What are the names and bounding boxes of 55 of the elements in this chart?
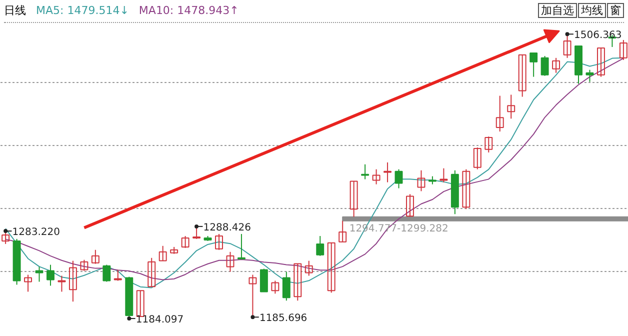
candlestick — [58, 275, 66, 292]
candlestick — [226, 251, 234, 272]
candlestick — [350, 180, 358, 218]
text: MA10: 1478.943↑ — [138, 4, 239, 17]
candlestick — [304, 260, 313, 276]
text: MA5: 1479.514↓ — [36, 4, 129, 17]
candlestick — [440, 168, 448, 183]
candlestick — [552, 57, 560, 74]
candlestick — [80, 259, 88, 272]
candlestick — [91, 249, 100, 264]
candlestick — [596, 48, 605, 78]
text: 窗 — [607, 3, 624, 18]
chart-title: 日线 — [4, 4, 26, 17]
candlestick — [114, 269, 122, 282]
candlestick — [294, 263, 302, 302]
candlestick — [586, 69, 594, 82]
candlestick — [372, 168, 380, 185]
annotation: 1283.220 — [12, 227, 60, 238]
candlestick — [136, 290, 144, 317]
candlestick — [338, 220, 347, 242]
candlestick — [540, 55, 549, 76]
candlestick — [181, 236, 190, 248]
annotation: 1288.426 — [203, 222, 251, 234]
candlestick — [518, 54, 526, 98]
candlestick — [530, 52, 538, 78]
candlestick — [417, 170, 426, 192]
candlestick — [237, 233, 246, 260]
candlestick — [484, 136, 493, 153]
candlestick — [148, 257, 156, 288]
candlestick — [496, 95, 504, 132]
candlestick — [46, 264, 54, 286]
candlestick — [507, 94, 516, 120]
candlestick — [473, 146, 482, 170]
candlestick — [384, 162, 392, 183]
annotation: 1185.696 — [259, 313, 308, 324]
candlestick — [24, 274, 32, 292]
annotation: 1184.097 — [136, 314, 184, 326]
text: 加自选 — [538, 3, 577, 18]
candlestick — [394, 168, 403, 189]
candlestick — [260, 268, 268, 292]
candlestick — [158, 245, 167, 262]
candlestick — [361, 164, 370, 180]
candlestick — [102, 264, 111, 282]
candlestick — [406, 194, 414, 218]
candlestick — [68, 260, 77, 302]
candlestick — [619, 40, 628, 60]
candlestick — [327, 242, 336, 294]
candlestick — [282, 271, 290, 302]
candlestick — [215, 233, 223, 250]
annotation: 1506.363 — [574, 30, 622, 42]
text: 均线 — [578, 3, 606, 18]
candlestick — [462, 168, 470, 210]
candlestick — [316, 236, 324, 256]
candlestick — [271, 280, 280, 294]
candlestick — [35, 266, 44, 282]
